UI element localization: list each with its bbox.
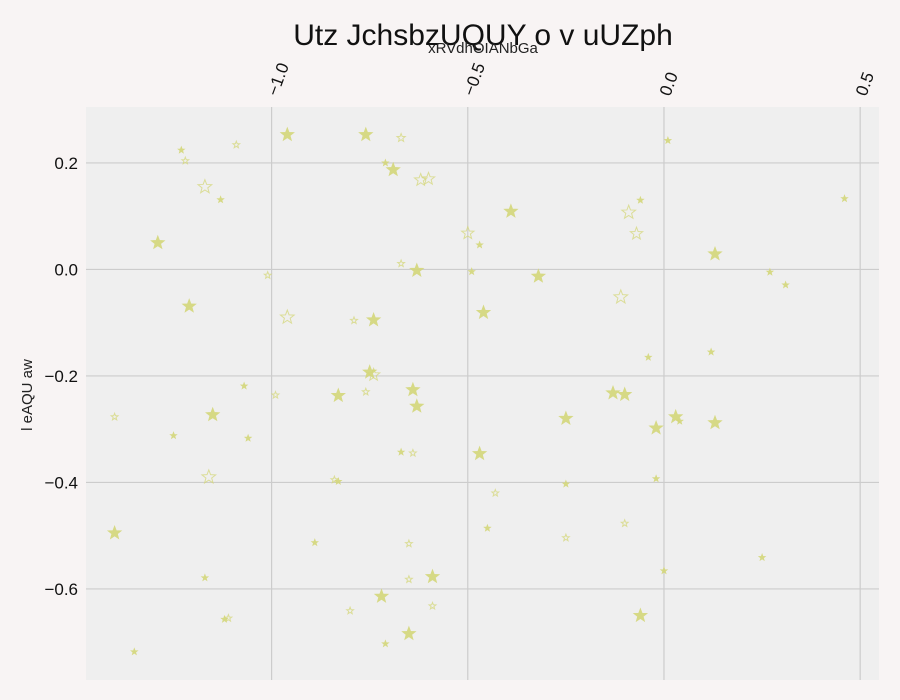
plot-area	[86, 107, 879, 680]
y-tick-label: 0.0	[54, 260, 78, 279]
x-tick-labels: −1.0 −0.5 0.0 0.5	[264, 60, 879, 98]
y-tick-label: 0.2	[54, 154, 78, 173]
x-tick-label: 0.5	[852, 70, 878, 99]
y-axis-label: l eAQU aw	[19, 359, 36, 431]
y-tick-label: −0.6	[44, 580, 78, 599]
x-axis-label: xRVdhOIANbGa	[428, 40, 538, 57]
x-tick-label: −0.5	[460, 60, 489, 98]
x-tick-label: 0.0	[656, 70, 682, 99]
y-tick-labels: 0.2 0.0 −0.2 −0.4 −0.6	[44, 154, 78, 599]
x-tick-label: −1.0	[264, 60, 293, 98]
y-tick-label: −0.2	[44, 367, 78, 386]
y-tick-label: −0.4	[44, 473, 78, 492]
